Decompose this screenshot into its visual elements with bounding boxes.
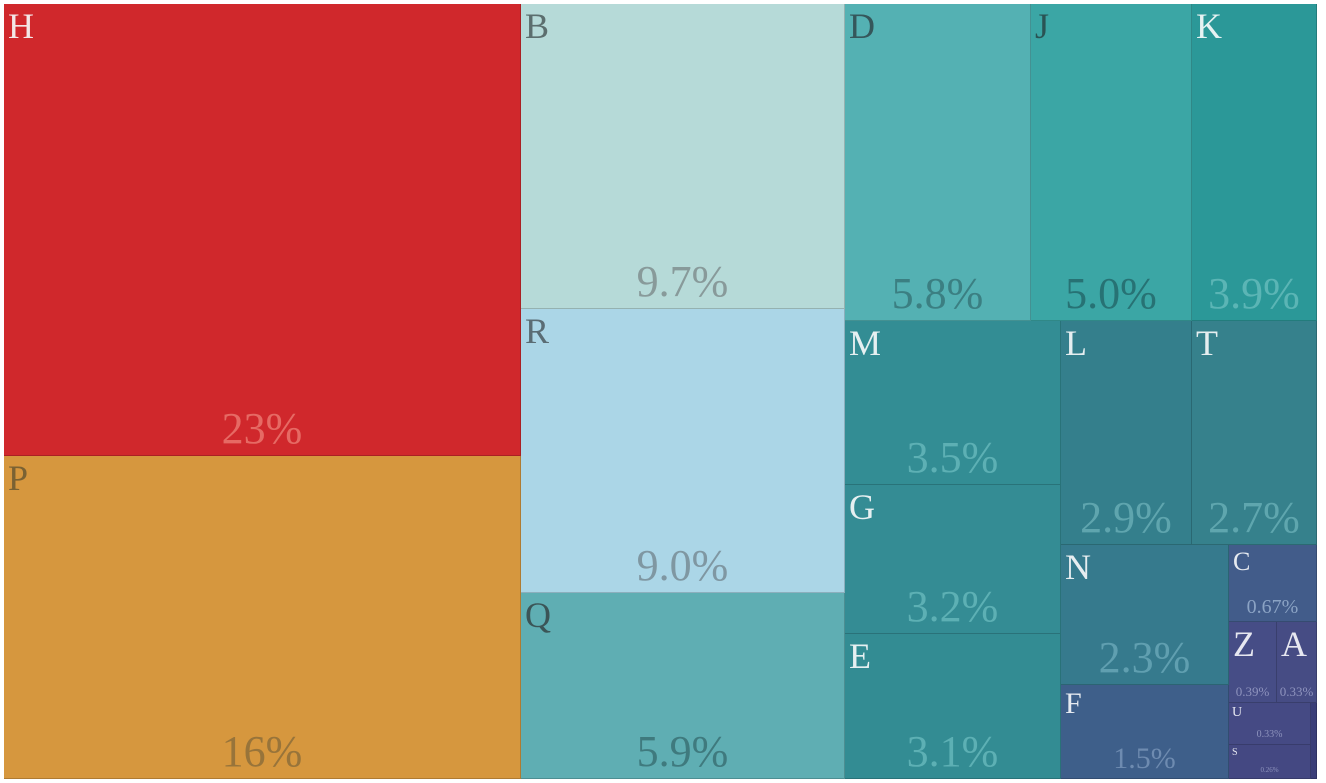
tile-b: B 9.7% [521,4,845,309]
tile-l: L 2.9% [1061,321,1192,545]
tile-value: 5.0% [1065,269,1157,318]
tile-label: S [1232,747,1238,758]
tile-a: A 0.33% [1277,622,1317,703]
tile-f: F 1.5% [1061,685,1229,779]
tile-t: T 2.7% [1192,321,1317,545]
tile-u: U 0.33% [1229,703,1311,745]
tile-d: D 5.8% [845,4,1031,321]
tile-q: Q 5.9% [521,593,845,779]
tile-c: C 0.67% [1229,545,1317,622]
tile-value: 3.2% [906,582,999,631]
tile-value: 5.8% [891,269,984,318]
tile-value: 9.0% [636,541,729,590]
tile-value: 0.33% [1279,684,1314,699]
tile-label: E [849,636,871,676]
tile-z: Z 0.39% [1229,622,1277,703]
tile-value: 2.9% [1080,493,1172,542]
tile-k: K 3.9% [1192,4,1317,321]
tile-value: 0.33% [1256,729,1283,740]
tile-label: J [1035,6,1050,46]
tile-label: H [8,6,34,46]
tile-value: 2.3% [1098,633,1191,682]
tile-label: M [849,323,882,363]
tile-label: D [849,6,875,46]
tile-value: 3.5% [906,433,999,482]
tile-label: K [1196,6,1222,46]
tile-label: B [525,6,550,46]
tile-label: Z [1233,624,1255,664]
tile-label: U [1232,705,1243,720]
tile-label: T [1196,323,1218,363]
tile-h: H 23% [4,4,521,456]
tile-label: G [849,487,875,527]
tile-label: F [1065,687,1082,720]
tile-label: R [525,311,550,351]
tile-value: 16% [221,727,303,776]
tile-n: N 2.3% [1061,545,1229,685]
tile-unlabeled [1311,703,1317,779]
tile-value: 3.1% [906,727,999,776]
tile-label: C [1233,547,1251,576]
tile-value: 2.7% [1208,493,1300,542]
tile-label: N [1065,547,1091,587]
tile-m: M 3.5% [845,321,1061,485]
tile-g: G 3.2% [845,485,1061,634]
tile-value: 0.26% [1260,766,1279,774]
tile-label: A [1281,624,1307,664]
tile-value: 23% [221,404,303,453]
tile-value: 3.9% [1208,269,1300,318]
tile-label: L [1065,323,1087,363]
tile-label: P [8,458,29,498]
tile-value: 1.5% [1113,742,1176,775]
tile-value: 9.7% [636,257,729,306]
tile-e: E 3.1% [845,634,1061,779]
tile-value: 0.39% [1235,684,1270,699]
tile-s: S 0.26% [1229,745,1311,779]
tile-p: P 16% [4,456,521,779]
tile-value: 0.67% [1246,596,1299,618]
tile-label: Q [525,595,551,635]
tile-r: R 9.0% [521,309,845,593]
tile-value: 5.9% [636,727,729,776]
tile-j: J 5.0% [1031,4,1192,321]
